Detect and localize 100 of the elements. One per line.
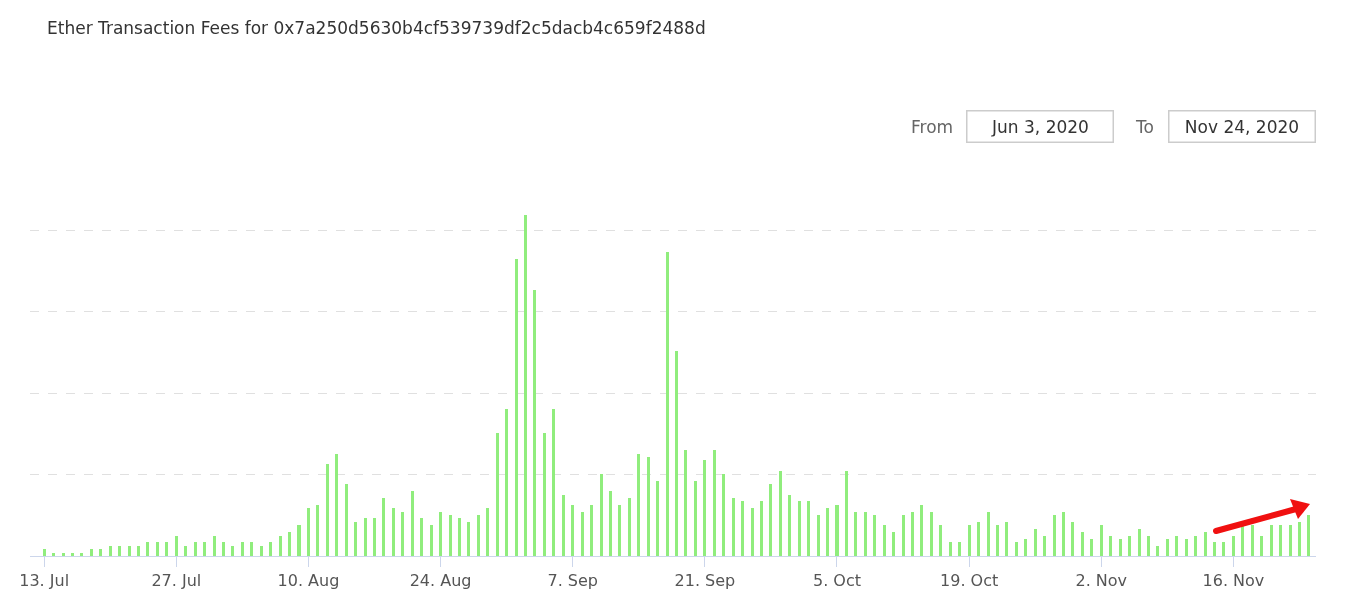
bar bbox=[1033, 528, 1037, 556]
x-tick-label: 24. Aug bbox=[409, 571, 472, 591]
bar bbox=[759, 501, 763, 556]
bar bbox=[1165, 538, 1169, 556]
bar bbox=[590, 504, 594, 556]
bar bbox=[1099, 525, 1103, 556]
x-tick-label: 21. Sep bbox=[674, 571, 736, 591]
bar bbox=[278, 535, 282, 556]
bar bbox=[1146, 535, 1150, 556]
bar bbox=[741, 501, 745, 556]
bar bbox=[1194, 535, 1198, 556]
bar bbox=[193, 542, 197, 556]
bar bbox=[240, 542, 244, 556]
x-tick-label: 2. Nov bbox=[1075, 571, 1128, 591]
bar bbox=[42, 549, 46, 556]
bar bbox=[1137, 528, 1141, 556]
bar bbox=[1184, 538, 1188, 556]
bar bbox=[826, 508, 830, 556]
x-tick-label: 7. Sep bbox=[547, 571, 598, 591]
bar bbox=[146, 542, 150, 556]
x-tick-label: 10. Aug bbox=[277, 571, 340, 591]
bar bbox=[344, 484, 348, 556]
text: Nov 24, 2020 bbox=[1184, 116, 1300, 137]
bar bbox=[1090, 538, 1094, 556]
bar bbox=[410, 491, 414, 556]
bar bbox=[646, 457, 650, 556]
bar bbox=[495, 433, 499, 556]
bar bbox=[637, 453, 641, 556]
bar bbox=[533, 289, 537, 556]
x-tick-label: 27. Jul bbox=[151, 571, 202, 591]
bar bbox=[712, 450, 716, 556]
bar bbox=[1231, 535, 1235, 556]
x-tick-label: 19. Oct bbox=[940, 571, 999, 591]
bar bbox=[1269, 525, 1273, 556]
bar bbox=[467, 521, 471, 556]
bar bbox=[99, 549, 103, 556]
bar bbox=[1288, 525, 1292, 556]
bar bbox=[948, 542, 952, 556]
bar bbox=[797, 501, 801, 556]
bar bbox=[778, 470, 782, 556]
bar bbox=[1062, 511, 1066, 556]
chart-title: Ether Transaction Fees for 0x7a250d5630b4cf539739df2c5dacb4c659f2488d bbox=[47, 18, 706, 38]
bar bbox=[901, 515, 905, 556]
bar bbox=[910, 511, 915, 556]
bar bbox=[665, 252, 669, 556]
bar bbox=[306, 508, 310, 556]
bar bbox=[288, 532, 292, 556]
bar bbox=[873, 515, 877, 556]
bar bbox=[1250, 525, 1254, 556]
bar bbox=[1080, 532, 1084, 556]
bar bbox=[788, 494, 792, 556]
bar bbox=[250, 542, 254, 556]
bar bbox=[108, 545, 112, 556]
bar bbox=[1005, 521, 1009, 556]
bar bbox=[382, 498, 386, 556]
bar bbox=[486, 508, 490, 556]
bar bbox=[1297, 521, 1301, 556]
bar bbox=[391, 508, 395, 556]
bar bbox=[80, 552, 84, 556]
bar bbox=[297, 525, 301, 556]
bar bbox=[505, 409, 509, 556]
bar bbox=[363, 518, 367, 556]
bar bbox=[524, 214, 528, 556]
bar bbox=[212, 535, 216, 556]
bar bbox=[854, 511, 858, 556]
bar bbox=[939, 525, 943, 556]
bar bbox=[476, 515, 480, 556]
bar bbox=[1279, 525, 1283, 556]
bar bbox=[1024, 538, 1028, 556]
bar bbox=[373, 518, 377, 556]
bar bbox=[986, 511, 990, 556]
bar bbox=[599, 474, 603, 556]
bar bbox=[155, 542, 159, 556]
bar bbox=[892, 532, 896, 556]
bar bbox=[722, 474, 726, 556]
bar bbox=[703, 460, 707, 556]
bar bbox=[457, 518, 461, 556]
text: To bbox=[1135, 117, 1154, 137]
bar bbox=[1128, 535, 1132, 556]
bar bbox=[420, 518, 424, 556]
bar bbox=[542, 433, 546, 556]
bar bbox=[231, 545, 235, 556]
x-tick-label: 13. Jul bbox=[19, 571, 70, 591]
bar bbox=[259, 545, 263, 556]
bar bbox=[1052, 515, 1056, 556]
bar bbox=[514, 259, 518, 556]
bar bbox=[354, 521, 358, 556]
bar bbox=[552, 409, 556, 556]
text: Jun 3, 2020 bbox=[991, 116, 1089, 137]
bar bbox=[977, 521, 981, 556]
bar bbox=[401, 511, 405, 556]
bar bbox=[429, 525, 433, 556]
bar bbox=[693, 480, 697, 556]
bar bbox=[967, 525, 971, 556]
bar bbox=[1014, 542, 1018, 556]
bar bbox=[958, 542, 962, 556]
bar bbox=[1175, 535, 1179, 556]
bar bbox=[882, 525, 886, 556]
x-tick-label: 16. Nov bbox=[1202, 571, 1265, 591]
bar bbox=[1307, 515, 1311, 556]
